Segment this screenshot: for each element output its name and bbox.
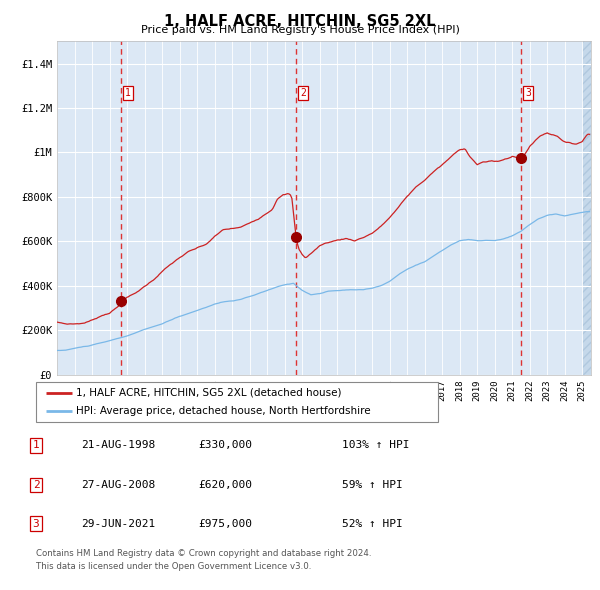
Text: This data is licensed under the Open Government Licence v3.0.: This data is licensed under the Open Gov…: [36, 562, 311, 571]
Text: £975,000: £975,000: [198, 519, 252, 529]
Text: Contains HM Land Registry data © Crown copyright and database right 2024.: Contains HM Land Registry data © Crown c…: [36, 549, 371, 558]
Text: £620,000: £620,000: [198, 480, 252, 490]
Text: 1, HALF ACRE, HITCHIN, SG5 2XL (detached house): 1, HALF ACRE, HITCHIN, SG5 2XL (detached…: [76, 388, 342, 398]
Text: 52% ↑ HPI: 52% ↑ HPI: [342, 519, 403, 529]
Text: £330,000: £330,000: [198, 441, 252, 450]
Text: 103% ↑ HPI: 103% ↑ HPI: [342, 441, 409, 450]
Text: 27-AUG-2008: 27-AUG-2008: [81, 480, 155, 490]
Text: 3: 3: [32, 519, 40, 529]
Bar: [582, 41, 591, 375]
Text: 21-AUG-1998: 21-AUG-1998: [81, 441, 155, 450]
Text: 1: 1: [125, 88, 131, 98]
Text: HPI: Average price, detached house, North Hertfordshire: HPI: Average price, detached house, Nort…: [76, 406, 371, 416]
Text: 29-JUN-2021: 29-JUN-2021: [81, 519, 155, 529]
Text: 1, HALF ACRE, HITCHIN, SG5 2XL: 1, HALF ACRE, HITCHIN, SG5 2XL: [164, 14, 436, 28]
Text: 59% ↑ HPI: 59% ↑ HPI: [342, 480, 403, 490]
Text: 3: 3: [525, 88, 531, 98]
Text: 2: 2: [301, 88, 306, 98]
Text: 1: 1: [32, 441, 40, 450]
Text: Price paid vs. HM Land Registry's House Price Index (HPI): Price paid vs. HM Land Registry's House …: [140, 25, 460, 35]
Text: 2: 2: [32, 480, 40, 490]
